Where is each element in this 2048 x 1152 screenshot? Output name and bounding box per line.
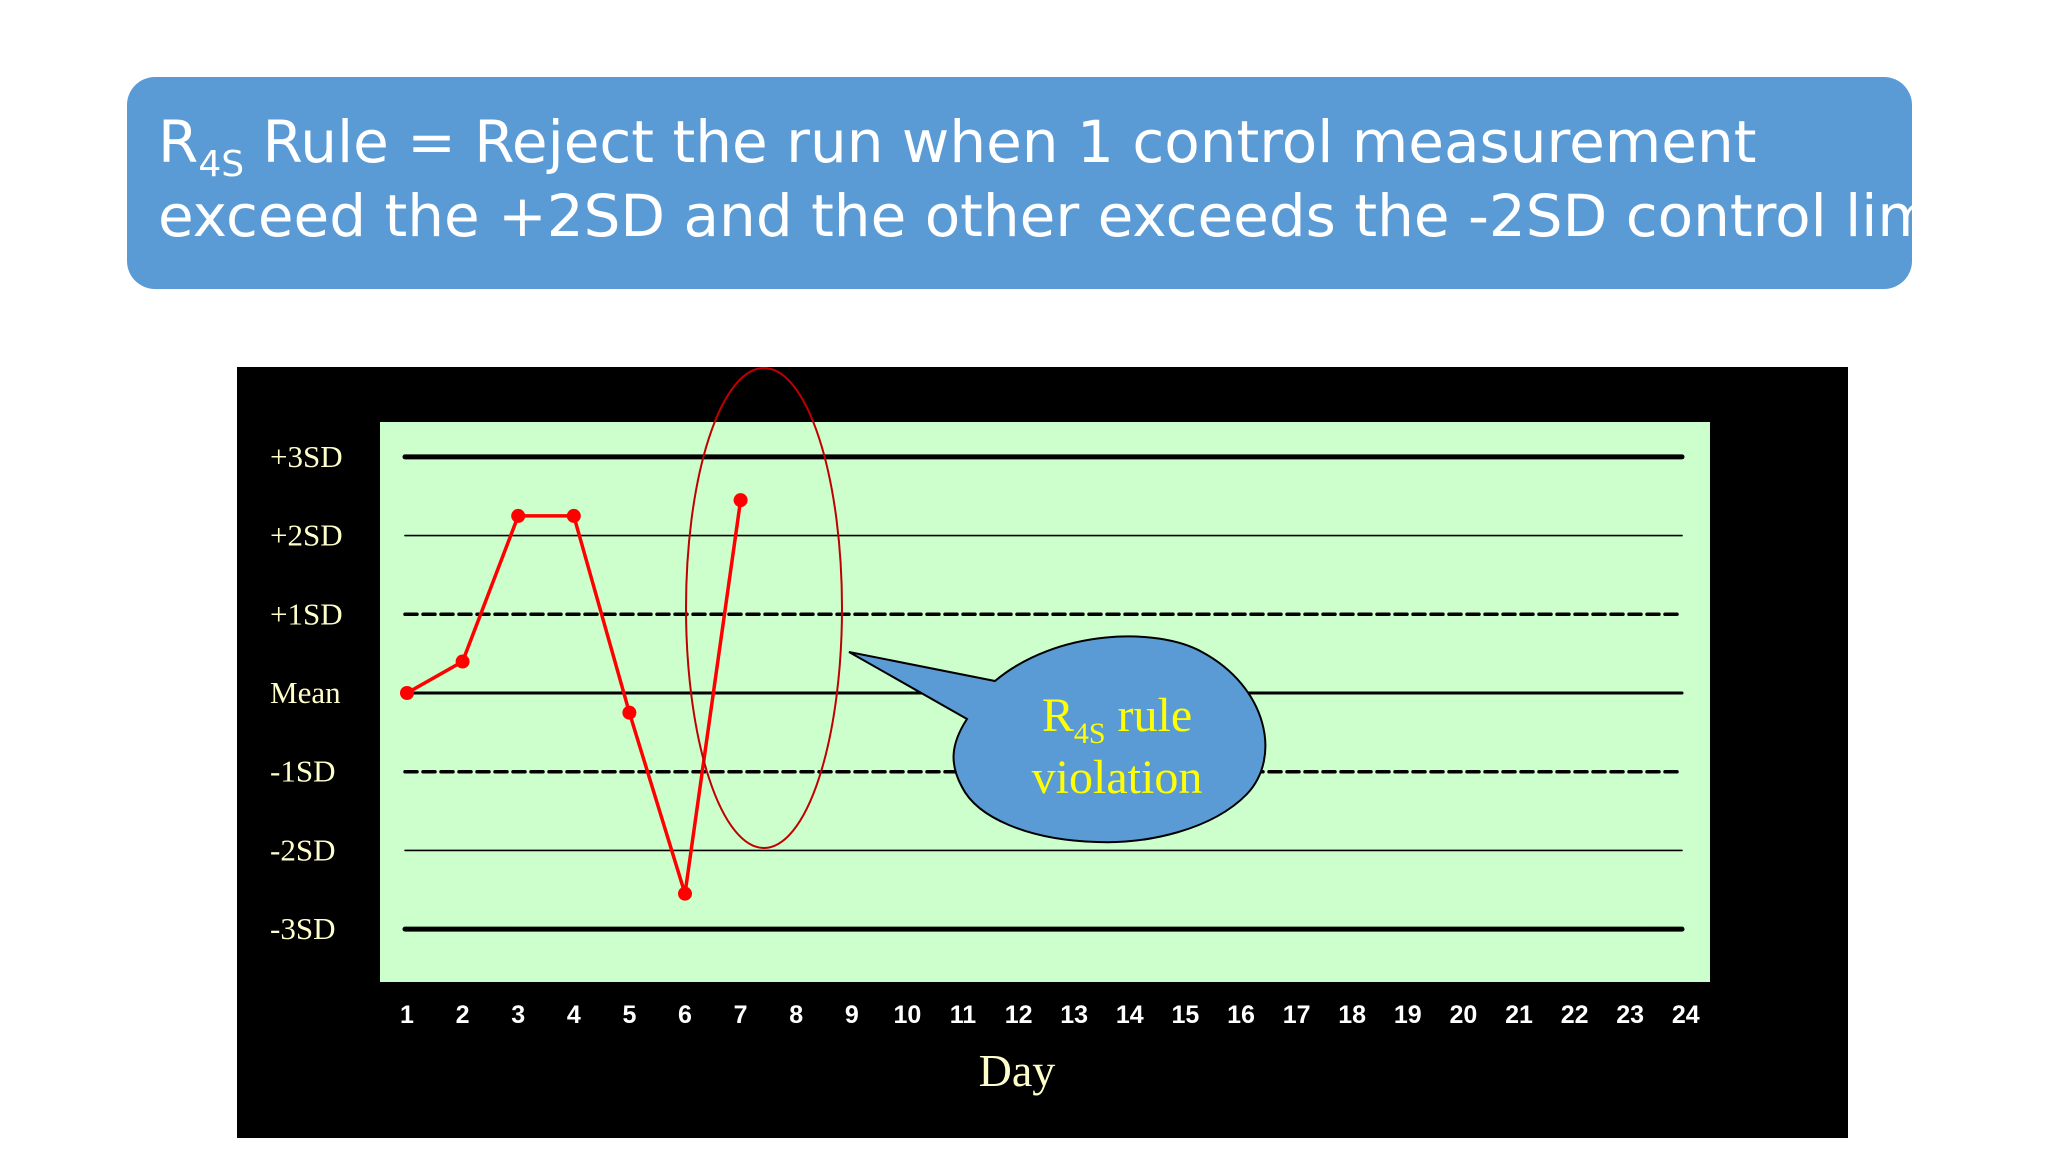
x-tick-label: 15 <box>1171 1001 1199 1029</box>
x-tick-label: 4 <box>567 1001 581 1029</box>
x-tick-label: 2 <box>456 1001 470 1029</box>
y-label: -2SD <box>270 832 335 867</box>
y-label: -3SD <box>270 911 335 946</box>
x-tick-label: 13 <box>1060 1001 1088 1029</box>
callout-shape <box>848 635 1267 844</box>
x-tick-label: 24 <box>1672 1001 1700 1029</box>
y-axis-labels: +3SD +2SD +1SD Mean -1SD -2SD -3SD <box>270 439 343 946</box>
x-tick-label: 6 <box>678 1001 692 1029</box>
y-label: +1SD <box>270 596 343 631</box>
callout-line-1: R4S rule <box>1042 689 1192 750</box>
y-label: Mean <box>270 675 341 710</box>
x-tick-label: 23 <box>1616 1001 1644 1029</box>
rule-title-line-2: exceed the +2SD and the other exceeds th… <box>158 182 1973 250</box>
data-point <box>455 654 470 669</box>
x-tick-label: 14 <box>1116 1001 1144 1029</box>
x-tick-label: 18 <box>1338 1001 1366 1029</box>
x-tick-label: 5 <box>622 1001 636 1029</box>
x-tick-label: 20 <box>1449 1001 1477 1029</box>
y-label: -1SD <box>270 754 335 789</box>
x-tick-label: 10 <box>893 1001 921 1029</box>
x-tick-label: 9 <box>845 1001 859 1029</box>
x-tick-label: 16 <box>1227 1001 1255 1029</box>
rule-banner: R4S Rule = Reject the run when 1 control… <box>127 77 1973 289</box>
x-axis-tick-labels: 1 2 3 4 5 6 7 8 9 10 11 12 13 14 15 16 17 18 19 20 21 22 23 24 <box>400 1001 1700 1029</box>
rule-title-lead: R <box>158 108 199 176</box>
violation-highlight-ellipse <box>685 367 843 849</box>
x-axis-title: Day <box>979 1045 1056 1096</box>
data-point <box>566 508 581 523</box>
x-tick-label: 11 <box>950 1001 977 1029</box>
callout-bubble: R4S rule violation <box>848 635 1267 844</box>
rule-title-rest: Rule = Reject the run when 1 control mea… <box>244 108 1757 176</box>
x-tick-label: 1 <box>400 1001 414 1029</box>
x-tick-label: 21 <box>1505 1001 1533 1029</box>
control-series <box>400 493 748 901</box>
data-point <box>511 508 526 523</box>
chart-frame: +3SD +2SD +1SD Mean -1SD -2SD -3SD 1 2 3 4 5 6 7 8 9 10… <box>237 367 1848 1138</box>
data-point <box>678 886 692 901</box>
callout-line-2: violation <box>1032 751 1203 804</box>
x-tick-label: 7 <box>734 1001 748 1029</box>
data-point <box>733 493 748 508</box>
rule-title-subscript: 4S <box>198 144 245 185</box>
x-tick-label: 19 <box>1394 1001 1422 1029</box>
x-tick-label: 8 <box>789 1001 803 1029</box>
x-tick-label: 3 <box>511 1001 525 1029</box>
data-point <box>622 705 637 720</box>
x-tick-label: 12 <box>1005 1001 1033 1029</box>
rule-title-line-1: R4S Rule = Reject the run when 1 control… <box>158 105 1882 183</box>
y-label: +2SD <box>270 518 343 553</box>
x-tick-label: 22 <box>1561 1001 1589 1029</box>
data-point <box>400 686 414 700</box>
x-tick-label: 17 <box>1283 1001 1311 1029</box>
y-label: +3SD <box>270 439 343 474</box>
